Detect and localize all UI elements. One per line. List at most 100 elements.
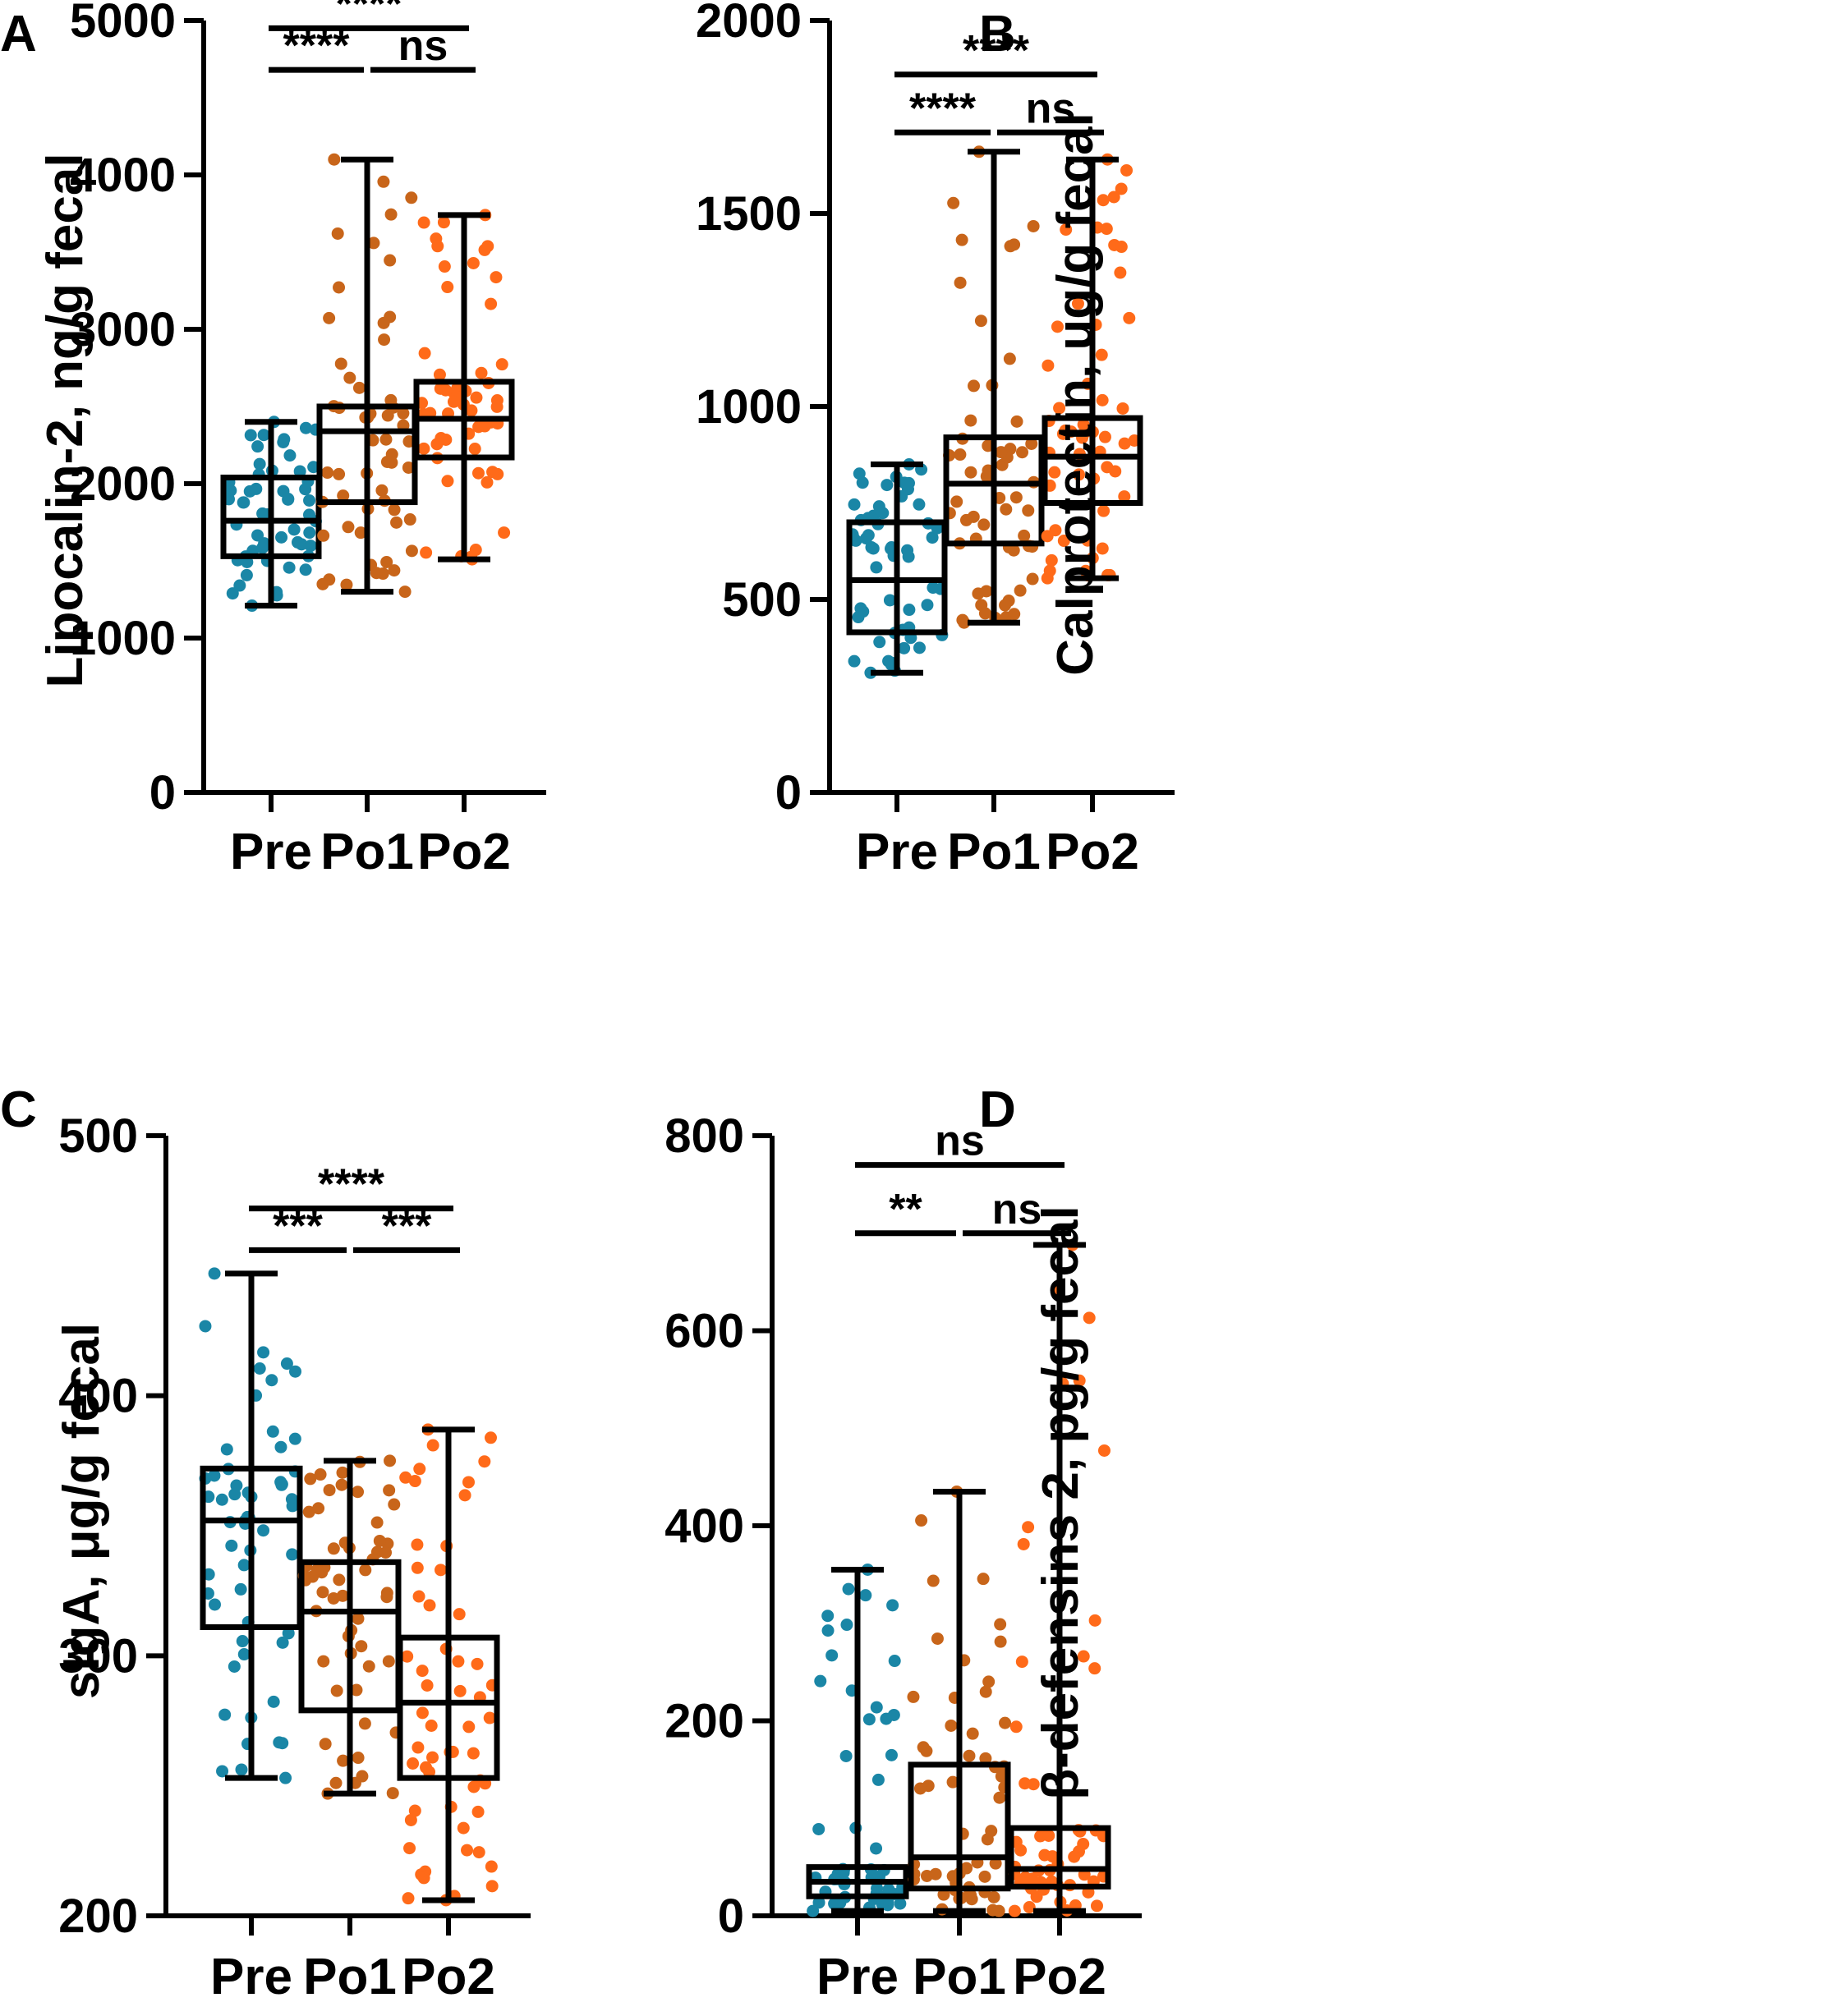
y-axis-title: β-defensins 2, pg/g fecal (1032, 1205, 1089, 1799)
data-point (1077, 1838, 1090, 1851)
data-point (288, 1432, 301, 1445)
data-point (873, 636, 886, 649)
data-point (1042, 1829, 1055, 1842)
data-point (481, 475, 494, 489)
data-point (1114, 266, 1127, 279)
data-point (1073, 468, 1086, 481)
data-point (995, 1770, 1008, 1783)
data-point (485, 1880, 499, 1893)
data-point (377, 175, 390, 188)
data-point (931, 1632, 944, 1645)
data-point (481, 240, 494, 253)
data-point (1123, 311, 1136, 324)
data-point (1022, 504, 1035, 517)
data-point (887, 1708, 900, 1721)
data-point (267, 1695, 280, 1708)
data-point (1043, 564, 1056, 577)
y-tick-label: 800 (664, 1109, 744, 1163)
data-point (257, 429, 270, 442)
data-point (1003, 352, 1016, 365)
data-point (417, 216, 430, 229)
data-point (1071, 297, 1084, 310)
data-point (319, 1738, 332, 1751)
data-point (968, 379, 981, 393)
y-tick-label: 0 (718, 1890, 744, 1943)
data-point (337, 489, 350, 503)
data-point (1079, 564, 1092, 577)
data-point (370, 567, 383, 580)
data-point (864, 666, 877, 679)
data-point (343, 371, 356, 384)
data-point (1014, 1844, 1028, 1857)
data-point (974, 315, 987, 328)
data-point (283, 561, 296, 574)
data-point (483, 1711, 496, 1724)
x-tick-label: Po2 (1013, 1949, 1106, 2005)
data-point (327, 1591, 340, 1605)
data-point (384, 254, 397, 267)
data-point (208, 1469, 221, 1482)
data-point (1000, 503, 1013, 516)
data-point (1060, 223, 1073, 237)
data-point (1051, 320, 1064, 333)
data-point (981, 1833, 994, 1846)
data-point (408, 1804, 421, 1817)
data-point (404, 1813, 417, 1826)
y-tick-label: 1000 (696, 380, 802, 434)
data-point (882, 1883, 895, 1896)
data-point (335, 1478, 348, 1491)
data-point (418, 347, 431, 360)
data-point (814, 1674, 827, 1688)
data-point (299, 421, 312, 434)
data-point (237, 1559, 251, 1572)
panel-letter: A (0, 6, 37, 62)
data-point (327, 1542, 340, 1555)
data-point (978, 607, 991, 620)
data-point (288, 1365, 301, 1378)
data-point (220, 1443, 233, 1456)
panel-d: D 0 200 400 600 800 Pre Po1 Po2 ns ** ns β-defensi… (664, 1081, 1142, 2005)
data-point (1097, 504, 1111, 517)
data-point (876, 507, 890, 520)
data-point (441, 281, 454, 294)
data-point (426, 1751, 439, 1764)
significance-label: **** (283, 22, 351, 70)
data-point (383, 1484, 396, 1497)
data-point (1098, 430, 1111, 443)
y-tick-label: 2000 (70, 457, 176, 511)
data-point (979, 1685, 992, 1698)
data-point (233, 579, 246, 592)
data-point (978, 1870, 991, 1883)
data-point (234, 1582, 247, 1596)
data-point (834, 1896, 847, 1909)
data-point (995, 446, 1008, 459)
data-point (963, 1749, 976, 1762)
data-point (408, 1475, 421, 1488)
data-point (1027, 219, 1040, 232)
data-point (208, 1267, 221, 1280)
data-point (1017, 1537, 1030, 1550)
significance-label: ns (398, 22, 448, 70)
data-point (972, 587, 985, 600)
y-axis-title: Lipocalin-2, ng/g fecal (37, 153, 94, 687)
data-point (461, 1844, 474, 1857)
data-point (954, 276, 967, 289)
x-tick-label: Po1 (947, 824, 1041, 880)
y-tick-label: 200 (664, 1695, 744, 1748)
data-point (993, 1791, 1006, 1804)
data-point (898, 641, 911, 654)
significance-label: ns (935, 1118, 985, 1165)
data-point (280, 1357, 293, 1371)
data-point (299, 483, 312, 496)
data-point (447, 395, 460, 408)
data-point (370, 1516, 384, 1529)
data-point (435, 432, 448, 445)
data-point (902, 476, 915, 489)
data-point (865, 541, 878, 554)
data-point (380, 1591, 393, 1604)
data-point (256, 541, 269, 554)
data-point (303, 494, 316, 507)
data-point (913, 498, 926, 511)
data-point (388, 1498, 401, 1511)
